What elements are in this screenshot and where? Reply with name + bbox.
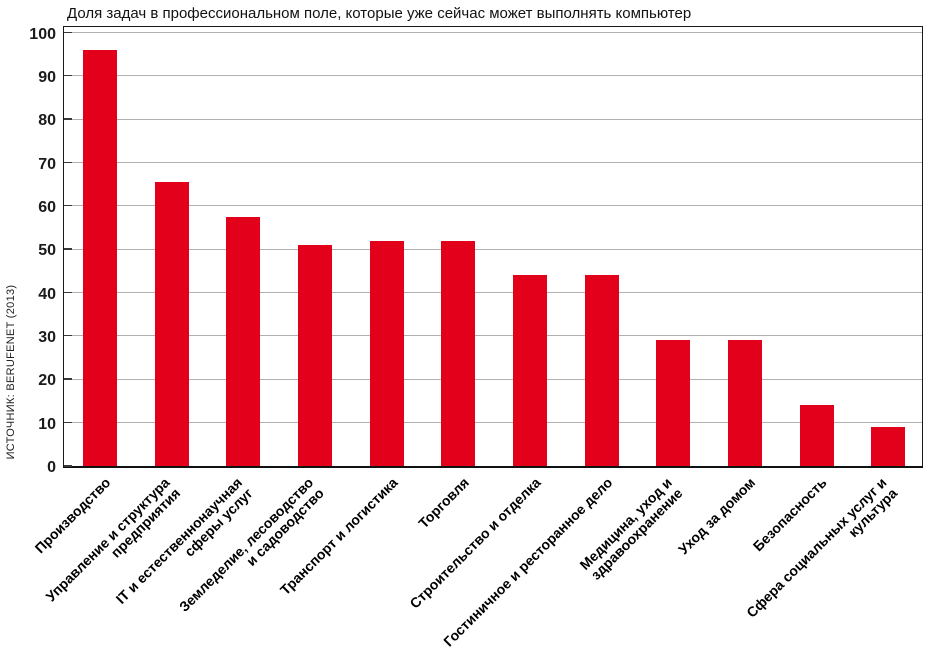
y-tickmark-40 [64, 291, 72, 294]
y-tick-label-70: 70 [38, 155, 56, 173]
bar-0 [82, 49, 117, 466]
bar-5 [441, 240, 476, 466]
gridline-100 [64, 32, 922, 33]
gridline-80 [64, 118, 922, 120]
y-tick-label-10: 10 [38, 415, 56, 433]
gridline-70 [64, 162, 922, 164]
y-tickmark-100 [64, 31, 72, 33]
chart-title: Доля задач в профессиональном поле, кото… [67, 5, 692, 22]
y-tick-label-90: 90 [38, 68, 56, 86]
bar-7 [584, 275, 619, 466]
x-label-text-9: Уход за домом [675, 474, 759, 558]
gridline-50 [64, 248, 922, 250]
gridline-20 [64, 378, 922, 380]
y-tickmark-10 [64, 421, 72, 424]
bar-6 [512, 275, 547, 466]
bar-8 [656, 340, 691, 466]
gridline-90 [64, 75, 922, 77]
gridline-40 [64, 292, 922, 294]
plot-area [63, 26, 923, 468]
y-tick-label-100: 100 [29, 25, 56, 43]
bar-10 [799, 405, 834, 466]
y-tickmark-90 [64, 74, 72, 77]
y-tickmark-0 [64, 465, 72, 467]
bar-4 [369, 240, 404, 466]
y-tick-label-60: 60 [38, 198, 56, 216]
bar-1 [154, 182, 189, 466]
y-tickmark-80 [64, 118, 72, 120]
bar-11 [871, 427, 906, 466]
gridline-10 [64, 422, 922, 424]
y-tickmark-50 [64, 248, 72, 250]
y-tick-label-80: 80 [38, 112, 56, 130]
y-tick-label-40: 40 [38, 285, 56, 303]
y-tickmark-20 [64, 378, 72, 380]
bar-2 [226, 216, 261, 466]
y-tick-label-50: 50 [38, 242, 56, 260]
bar-9 [727, 340, 762, 466]
y-tickmark-30 [64, 334, 72, 337]
x-label-text-11: Сфера социальных услуг и культура [743, 474, 901, 621]
bar-3 [297, 244, 332, 466]
x-label-text-5: Торговля [414, 474, 472, 532]
y-tick-label-30: 30 [38, 328, 56, 346]
x-label-text-6: Строительство и отделка [406, 474, 544, 612]
gridline-60 [64, 205, 922, 207]
y-tick-label-0: 0 [47, 459, 56, 476]
gridline-30 [64, 335, 922, 337]
y-tickmark-70 [64, 161, 72, 164]
y-tick-label-20: 20 [38, 372, 56, 390]
y-tickmark-60 [64, 204, 72, 207]
